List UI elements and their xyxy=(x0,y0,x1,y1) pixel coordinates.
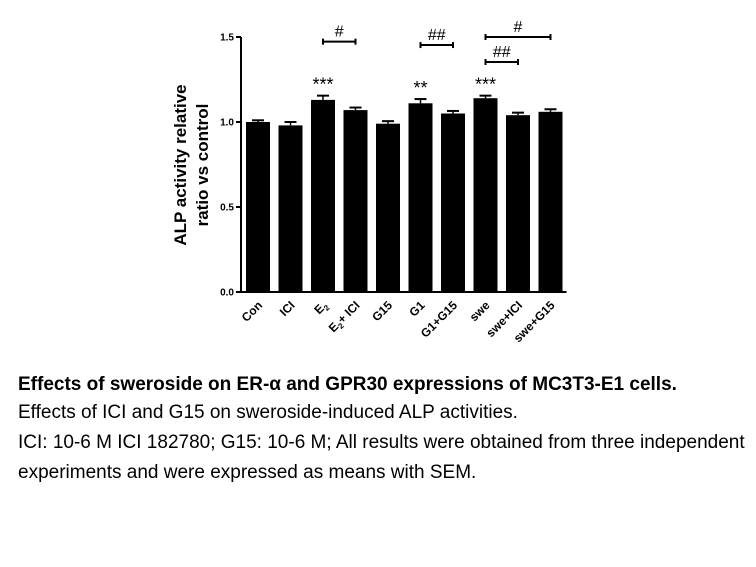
caption-line-2: ICI: 10-6 M ICI 182780; G15: 10-6 M; All… xyxy=(18,432,745,483)
comparison-label: # xyxy=(514,19,523,36)
bar xyxy=(538,111,563,292)
x-tick-label: ICI xyxy=(277,298,298,319)
comparison-label: ## xyxy=(493,44,511,61)
x-tick-label: G15 xyxy=(369,298,395,324)
bar xyxy=(311,99,335,293)
y-tick-label: 0.0 xyxy=(220,288,234,299)
y-tick-label: 1.0 xyxy=(220,118,234,129)
bar xyxy=(343,110,368,292)
bar-chart: 0.0 0.5 1.0 1.5 ALP activity relative ratio v… xyxy=(171,19,567,345)
x-tick-label: E2+ ICI xyxy=(326,298,364,336)
figure-caption: Effects of sweroside on ER-α and GPR30 e… xyxy=(18,372,748,488)
comparison-label: # xyxy=(335,24,344,41)
x-tick-label: G1+G15 xyxy=(418,298,460,340)
caption-title: Effects of sweroside on ER-α and GPR30 e… xyxy=(18,374,677,395)
significance-stars: ** xyxy=(413,78,427,98)
x-tick-label: swe xyxy=(467,298,493,324)
bar xyxy=(278,125,303,293)
x-tick-label: Con xyxy=(239,298,265,324)
x-tick-label: E2 xyxy=(311,298,332,319)
caption-line-1: Effects of ICI and G15 on sweroside-indu… xyxy=(18,402,518,423)
y-tick-label: 1.5 xyxy=(220,33,234,44)
bar xyxy=(408,103,433,292)
significance-stars: *** xyxy=(312,75,333,95)
bar xyxy=(441,113,465,292)
bar xyxy=(473,98,498,292)
significance-stars: *** xyxy=(475,75,496,95)
y-axis-title: ALP activity relative ratio vs control xyxy=(171,84,212,245)
bar xyxy=(376,123,400,292)
comparison-label: ## xyxy=(428,27,446,44)
bar xyxy=(506,115,530,292)
y-tick-label: 0.5 xyxy=(220,203,234,214)
x-tick-label: G1 xyxy=(406,298,427,319)
bar xyxy=(246,122,270,292)
